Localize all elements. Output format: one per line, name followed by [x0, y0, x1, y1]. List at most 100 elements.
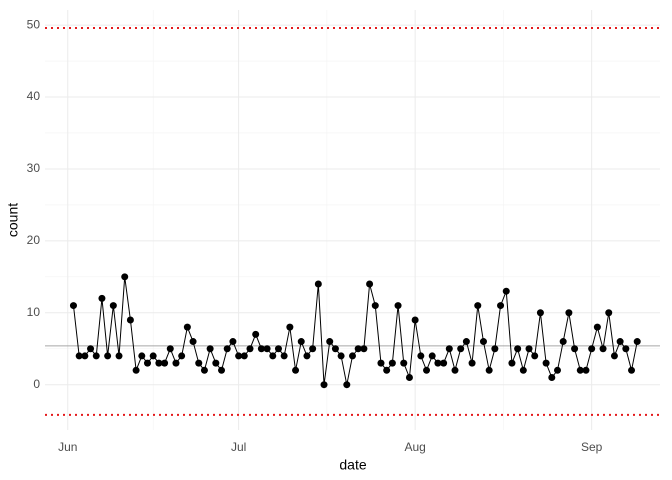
- y-tick-label: 20: [27, 233, 41, 247]
- data-point: [485, 366, 493, 374]
- data-point: [320, 381, 328, 389]
- data-point: [109, 302, 117, 310]
- data-point: [525, 345, 533, 353]
- data-point: [445, 345, 453, 353]
- data-point: [479, 338, 487, 346]
- x-tick-label: Jun: [58, 440, 77, 454]
- data-point: [434, 359, 442, 367]
- x-tick-label: Sep: [581, 440, 603, 454]
- data-point: [218, 366, 226, 374]
- data-point: [593, 323, 601, 331]
- data-point: [81, 352, 89, 360]
- data-point: [87, 345, 95, 353]
- data-point: [309, 345, 317, 353]
- data-point: [474, 302, 482, 310]
- data-point: [104, 352, 112, 360]
- data-point: [383, 366, 391, 374]
- data-point: [69, 302, 77, 310]
- y-tick-label: 10: [27, 305, 41, 319]
- data-point: [349, 352, 356, 360]
- data-point: [292, 366, 300, 374]
- data-point: [212, 359, 220, 367]
- data-point: [502, 287, 510, 295]
- data-point: [223, 345, 231, 353]
- data-point: [440, 359, 448, 367]
- data-point: [337, 352, 345, 360]
- data-point: [366, 280, 374, 288]
- data-point: [616, 338, 624, 346]
- data-point: [491, 345, 499, 353]
- data-point: [508, 359, 516, 367]
- data-point: [343, 381, 351, 389]
- data-point: [166, 345, 174, 353]
- data-point: [605, 309, 613, 317]
- data-point: [423, 366, 431, 374]
- data-point: [189, 338, 197, 346]
- data-point: [622, 345, 630, 353]
- data-point: [303, 352, 311, 360]
- data-point: [161, 359, 169, 367]
- data-point: [246, 345, 254, 353]
- data-point: [274, 345, 282, 353]
- data-point: [548, 374, 556, 381]
- data-point: [314, 280, 322, 288]
- data-point: [115, 352, 123, 360]
- y-tick-label: 30: [27, 161, 41, 175]
- data-point: [354, 345, 362, 353]
- data-point: [514, 345, 522, 353]
- data-point: [633, 338, 641, 346]
- data-point: [280, 352, 288, 360]
- data-point: [257, 345, 265, 353]
- data-point: [565, 309, 573, 317]
- data-point: [178, 352, 186, 360]
- data-point: [360, 345, 368, 353]
- x-tick-label: Jul: [231, 440, 246, 454]
- data-point: [468, 359, 476, 367]
- data-point: [519, 366, 527, 374]
- data-point: [599, 345, 607, 353]
- data-point: [377, 359, 385, 367]
- data-point: [149, 352, 157, 360]
- data-point: [286, 323, 294, 331]
- data-point: [394, 302, 402, 310]
- data-point: [576, 366, 584, 374]
- data-point: [98, 294, 106, 302]
- data-point: [206, 345, 214, 353]
- data-point: [610, 352, 618, 360]
- y-tick-label: 50: [27, 17, 41, 31]
- data-point: [405, 374, 413, 381]
- y-tick-label: 40: [27, 89, 41, 103]
- data-point: [554, 366, 561, 374]
- data-point: [297, 338, 305, 346]
- data-point: [121, 273, 129, 281]
- data-point: [138, 352, 146, 360]
- data-point: [417, 352, 425, 360]
- data-point: [531, 352, 539, 360]
- data-point: [542, 359, 550, 367]
- data-point: [559, 338, 567, 346]
- data-point: [588, 345, 596, 353]
- data-point: [235, 352, 243, 360]
- x-tick-label: Aug: [404, 440, 425, 454]
- data-point: [462, 338, 470, 346]
- x-axis-title: date: [339, 457, 366, 473]
- data-point: [451, 366, 459, 374]
- data-point: [457, 345, 465, 353]
- data-point: [155, 359, 163, 367]
- data-point: [411, 316, 419, 324]
- data-point: [388, 359, 396, 367]
- data-point: [628, 366, 636, 374]
- data-point: [75, 352, 83, 360]
- data-point: [428, 352, 436, 360]
- data-point: [252, 330, 260, 338]
- data-point: [144, 359, 151, 367]
- data-point: [400, 359, 408, 367]
- y-axis-title: count: [5, 203, 21, 237]
- data-point: [172, 359, 180, 367]
- data-point: [200, 366, 208, 374]
- data-point: [183, 323, 191, 331]
- data-point: [126, 316, 134, 324]
- data-point: [92, 352, 100, 360]
- data-point: [240, 352, 248, 360]
